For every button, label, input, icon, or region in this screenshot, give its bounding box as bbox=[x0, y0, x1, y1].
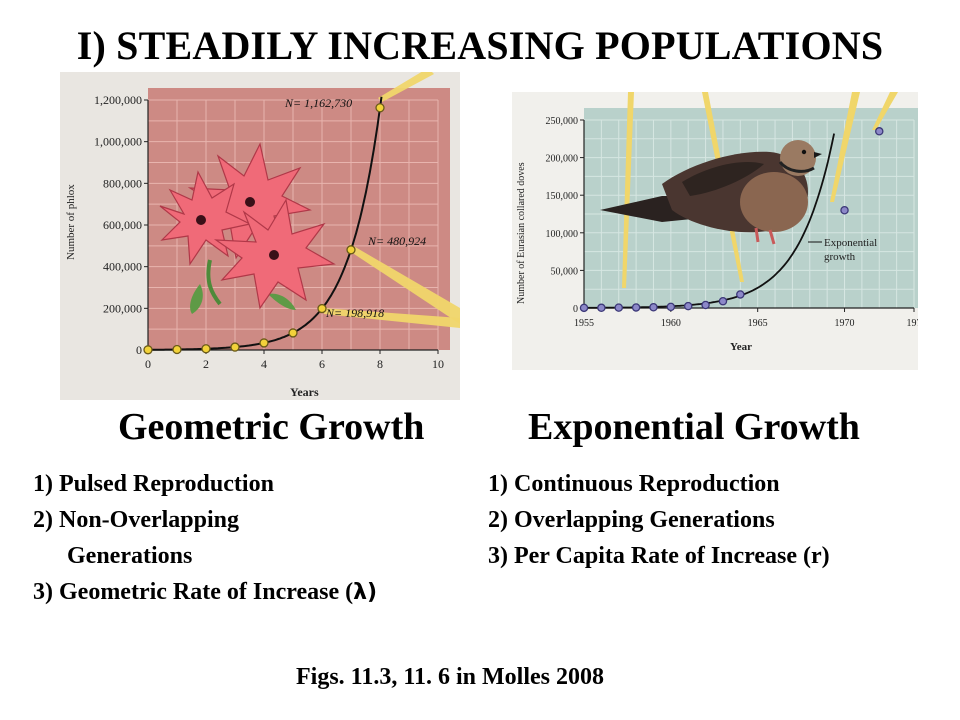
light-spike-left bbox=[622, 92, 634, 288]
y-tick-label: 1,000,000 bbox=[94, 135, 142, 149]
x-tick-label: 1965 bbox=[748, 318, 768, 329]
data-point bbox=[666, 302, 676, 312]
list-item: 1) Pulsed Reproduction bbox=[33, 471, 274, 497]
data-point bbox=[288, 328, 298, 338]
dove-data-points bbox=[579, 127, 884, 313]
y-tick-label: 150,000 bbox=[546, 191, 579, 202]
x-tick-label: 4 bbox=[261, 357, 267, 371]
data-point bbox=[230, 342, 240, 352]
light-spike-right-2 bbox=[872, 92, 898, 130]
y-tick-label: 0 bbox=[136, 343, 142, 357]
x-tick-label: 1970 bbox=[835, 318, 855, 329]
exponential-growth-list: 1) Continuous Reproduction 2) Overlappin… bbox=[488, 466, 830, 574]
annotation-n-198918: N= 198,918 bbox=[325, 306, 384, 320]
data-point bbox=[172, 344, 182, 355]
y-tick-label: 50,000 bbox=[551, 266, 579, 277]
light-spike-bottom bbox=[322, 308, 460, 328]
phlox-data-points bbox=[143, 103, 385, 355]
dove-x-ticks: 1955 1960 1965 1970 197 bbox=[574, 308, 918, 329]
data-point bbox=[579, 303, 589, 313]
data-point bbox=[736, 290, 745, 299]
list-item: 2) Non-Overlapping bbox=[33, 507, 240, 533]
y-tick-label: 600,000 bbox=[103, 218, 142, 232]
data-point bbox=[375, 103, 385, 113]
phlox-figure: 0 200,000 400,000 600,000 800,000 1,000,000 1,… bbox=[60, 72, 460, 400]
data-point bbox=[614, 303, 623, 312]
y-tick-label: 400,000 bbox=[103, 260, 142, 274]
phlox-chart: 0 200,000 400,000 600,000 800,000 1,000,000 1,… bbox=[65, 72, 460, 399]
dove-figure: 0 50,000 100,000 150,000 200,000 250,000 1955… bbox=[512, 92, 918, 370]
list-item: 2) Overlapping Generations bbox=[488, 507, 775, 533]
phlox-flower-illustration bbox=[159, 142, 336, 314]
light-spike-top bbox=[378, 72, 434, 102]
curve-label-exponential: Exponential bbox=[824, 237, 877, 249]
phlox-x-axis-label: Years bbox=[290, 385, 319, 399]
data-point bbox=[631, 303, 641, 312]
x-tick-label: 0 bbox=[145, 357, 151, 371]
x-tick-label: 6 bbox=[319, 357, 325, 371]
annotation-n-480924: N= 480,924 bbox=[367, 234, 426, 248]
dove-y-ticks: 0 50,000 100,000 150,000 200,000 250,000 bbox=[546, 116, 584, 315]
list-item: 3) Geometric Rate of Increase (λ) bbox=[33, 574, 377, 611]
data-point bbox=[840, 205, 849, 215]
dove-y-axis-label: Number of Eurasian collared doves bbox=[516, 162, 527, 304]
data-point bbox=[597, 303, 606, 313]
data-point bbox=[649, 302, 658, 312]
x-tick-label: 1960 bbox=[661, 318, 681, 329]
data-point bbox=[346, 245, 356, 255]
data-point bbox=[259, 338, 269, 348]
dove-x-axis-label: Year bbox=[730, 341, 752, 353]
data-point bbox=[317, 303, 327, 314]
annotation-n-1162730: N= 1,162,730 bbox=[284, 96, 352, 110]
geometric-growth-heading: Geometric Growth bbox=[118, 406, 425, 448]
x-tick-label: 197 bbox=[907, 318, 919, 329]
y-tick-label: 200,000 bbox=[103, 301, 142, 315]
dove-chart: 0 50,000 100,000 150,000 200,000 250,000 1955… bbox=[516, 92, 918, 353]
data-point bbox=[875, 127, 884, 136]
data-point bbox=[683, 301, 693, 311]
figure-citation: Figs. 11.3, 11. 6 in Molles 2008 bbox=[295, 664, 604, 690]
y-tick-label: 250,000 bbox=[546, 116, 579, 127]
collared-dove-illustration bbox=[600, 140, 822, 245]
x-tick-label: 8 bbox=[377, 357, 383, 371]
y-tick-label: 100,000 bbox=[546, 229, 579, 240]
list-item: 1) Continuous Reproduction bbox=[488, 471, 780, 497]
phlox-y-axis-label: Number of phlox bbox=[65, 184, 77, 260]
geometric-growth-list: 1) Pulsed Reproduction 2) Non-Overlappin… bbox=[33, 466, 377, 611]
y-tick-label: 1,200,000 bbox=[94, 93, 142, 107]
x-tick-label: 2 bbox=[203, 357, 209, 371]
x-tick-label: 10 bbox=[432, 357, 444, 371]
phlox-y-ticks: 0 200,000 400,000 600,000 800,000 1,000,000 1,… bbox=[94, 93, 148, 357]
phlox-x-ticks: 0 2 4 6 8 10 bbox=[145, 350, 444, 371]
data-point bbox=[143, 345, 153, 355]
list-item-text: 3) Geometric Rate of Increase ( bbox=[33, 579, 354, 605]
y-tick-label: 0 bbox=[573, 304, 578, 315]
y-tick-label: 200,000 bbox=[546, 154, 579, 165]
y-tick-label: 800,000 bbox=[103, 176, 142, 190]
data-point bbox=[701, 300, 710, 310]
lambda-symbol: λ) bbox=[353, 580, 378, 605]
slide-title: I) STEADILY INCREASING POPULATIONS bbox=[76, 23, 884, 68]
data-point bbox=[201, 344, 211, 354]
list-item: Generations bbox=[67, 543, 193, 569]
light-spike-middle bbox=[348, 244, 460, 324]
exponential-growth-heading: Exponential Growth bbox=[528, 406, 860, 448]
list-item: 3) Per Capita Rate of Increase (r) bbox=[488, 543, 830, 569]
x-tick-label: 1955 bbox=[574, 318, 594, 329]
curve-label-growth: growth bbox=[824, 251, 856, 263]
data-point bbox=[718, 296, 728, 306]
light-spike-right-1 bbox=[830, 92, 860, 202]
